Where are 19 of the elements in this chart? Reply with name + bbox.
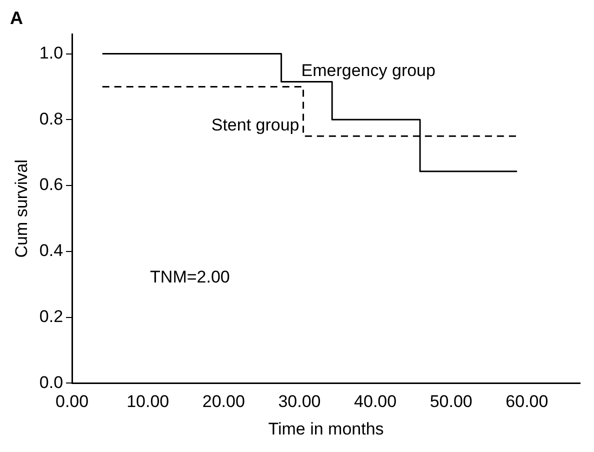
series-label: Stent group [211,115,300,134]
annotation: TNM=2.00 [150,267,230,286]
y-tick-label: 0.6 [39,175,64,194]
x-tick-label: 10.00 [126,392,170,412]
y-tick-label: 0.4 [39,241,64,260]
x-tick-label: 20.00 [202,392,245,412]
x-tick-label: 60.00 [506,392,548,412]
y-tick-label: 0.0 [39,372,64,392]
x-tick-label: 50.00 [430,392,472,412]
y-tick-label: 0.2 [39,307,64,326]
x-tick-label: 40.00 [354,392,397,412]
series-label: Emergency group [301,60,436,80]
y-axis-title: Cum survival [12,159,31,258]
chart-title: A [10,8,23,28]
y-tick-label: 1.0 [39,43,64,62]
y-tick-label: 0.8 [39,109,64,128]
x-axis-title: Time in months [268,419,384,438]
x-tick-label: 30.00 [278,392,321,412]
x-tick-label: 0.00 [55,392,89,412]
